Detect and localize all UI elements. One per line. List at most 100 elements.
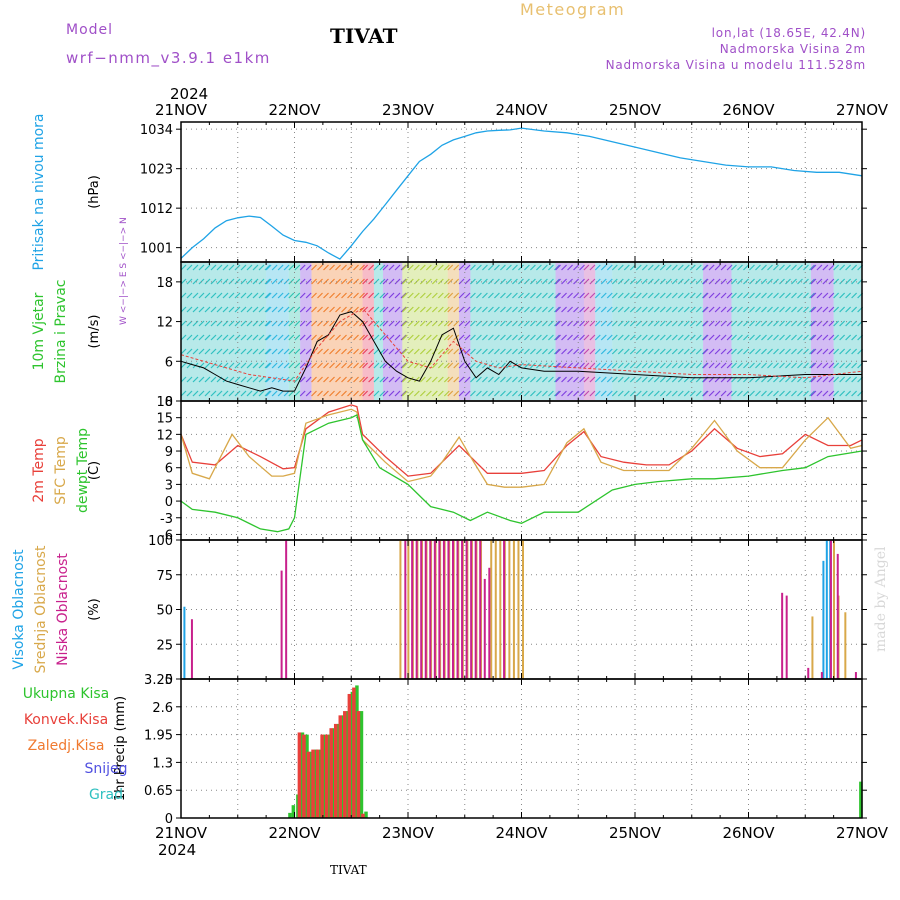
wind-barb — [761, 320, 767, 327]
wind-barb — [555, 292, 561, 299]
wind-barb — [755, 348, 761, 355]
time-label-bottom: 25NOV — [609, 824, 662, 842]
wind-barb — [731, 264, 737, 271]
wind-barb — [407, 292, 414, 299]
wind-barb — [476, 348, 482, 355]
wind-barb — [368, 306, 375, 313]
wind-barb — [851, 292, 858, 299]
wind-barb — [359, 320, 365, 327]
wind-barb — [749, 264, 755, 271]
wind-barb — [394, 334, 401, 341]
wind-barb — [323, 390, 329, 397]
wind-barb — [246, 292, 253, 299]
wind-barb — [755, 376, 761, 383]
wind-barb — [252, 376, 259, 383]
wind-barb — [524, 306, 530, 313]
wind-barb — [283, 334, 290, 341]
wind-barb — [589, 278, 596, 285]
wind-barb — [500, 376, 506, 383]
wind-barb — [470, 278, 476, 285]
wind-barb — [647, 376, 654, 383]
wind-barb — [271, 306, 278, 313]
time-label-top: 22NOV — [268, 101, 321, 119]
wind-barb — [583, 264, 590, 271]
wind-barb — [689, 292, 696, 299]
wind-barb — [554, 362, 560, 369]
wind-barb — [689, 320, 696, 327]
wind-barb — [555, 264, 561, 271]
wind-barb — [803, 320, 809, 327]
wind-barb — [388, 362, 395, 369]
wind-barb — [216, 264, 223, 271]
wind-barb — [809, 264, 815, 271]
wind-barb — [822, 264, 829, 271]
wind-barb — [726, 390, 733, 397]
wind-barb — [494, 320, 500, 327]
conv_rain-bar — [333, 723, 338, 818]
wind-barb — [443, 348, 450, 355]
wind-barb — [677, 292, 684, 299]
wind-barb — [431, 306, 438, 313]
wind-barb — [683, 362, 690, 369]
wind-barb — [714, 348, 721, 355]
wind-barb — [524, 264, 530, 271]
wind-barb — [689, 278, 696, 285]
wind-barb — [246, 362, 253, 369]
wind-barb — [761, 278, 767, 285]
wind-barb — [362, 376, 369, 383]
wind-barb — [234, 292, 241, 299]
wind-barb — [341, 362, 347, 369]
wind-barb — [425, 390, 432, 397]
low_cloud-bar — [424, 540, 427, 679]
wind-barb — [665, 306, 672, 313]
clouds-panel: 0 25 50 75 100 (%) Visoka Oblacnost Srednja Obl… — [11, 534, 867, 688]
wind-barb — [791, 292, 797, 299]
wind-barb — [767, 362, 773, 369]
wind-barb — [299, 334, 306, 341]
y-tick-label: 25 — [156, 638, 173, 653]
wind-barb — [629, 334, 636, 341]
wind-barb — [407, 376, 414, 383]
wind-barb — [589, 306, 596, 313]
low_cloud-bar — [479, 540, 482, 679]
wind-direction-band — [266, 263, 289, 400]
wind-barb — [665, 390, 672, 397]
wind-barb — [816, 362, 823, 369]
wind-barb — [362, 362, 369, 369]
wind-barb — [341, 320, 347, 327]
wind-barb — [530, 334, 536, 341]
wind-barb — [822, 376, 829, 383]
wind-barb — [671, 292, 678, 299]
wind-barb — [731, 362, 737, 369]
wind-barb — [779, 376, 785, 383]
wind-barb — [623, 348, 630, 355]
wind-barb — [749, 306, 755, 313]
wind-barb — [611, 390, 618, 397]
wind-barb — [785, 362, 791, 369]
panel-title-line: SFC Temp — [53, 436, 69, 505]
wind-barb — [400, 278, 407, 285]
wind-barb — [382, 390, 389, 397]
wind-barb — [702, 320, 709, 327]
wind-barb — [265, 306, 272, 313]
wind-barb — [419, 264, 426, 271]
wind-barb — [500, 292, 506, 299]
wind-barb — [500, 390, 506, 397]
wind-barb — [561, 362, 567, 369]
wind-barb — [617, 292, 624, 299]
wind-barb — [379, 362, 386, 369]
wind-barb — [265, 278, 272, 285]
wind-barb — [246, 264, 253, 271]
wind-barb — [482, 264, 488, 271]
wind-barb — [635, 362, 642, 369]
panel-title-line: dewpt Temp — [75, 428, 91, 513]
wind-barb — [708, 264, 715, 271]
wind-barb — [341, 376, 347, 383]
temp2m-series-line — [180, 404, 863, 477]
wind-barb — [548, 348, 554, 355]
wind-barb — [204, 320, 211, 327]
wind-barb — [641, 264, 648, 271]
wind-barb — [761, 376, 767, 383]
wind-barb — [761, 334, 767, 341]
wind-barb — [388, 334, 395, 341]
